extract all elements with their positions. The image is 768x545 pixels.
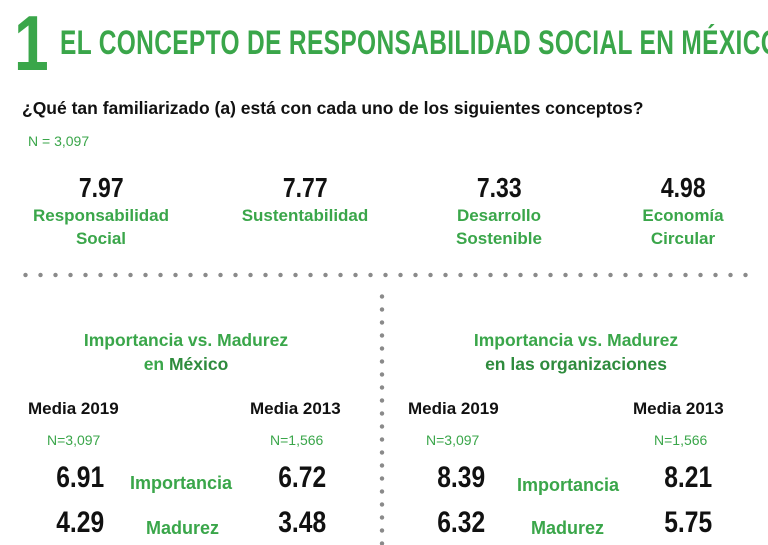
concept-label: Sustentabilidad <box>241 206 369 225</box>
value-cell: 8.21 <box>648 461 728 495</box>
vertical-divider <box>379 290 385 545</box>
value-cell: 8.39 <box>421 461 501 495</box>
concept-sustentabilidad: 7.77 Sustentabilidad <box>210 172 400 227</box>
page-title: EL CONCEPTO DE RESPONSABILIDAD SOCIAL EN… <box>60 24 768 62</box>
value-cell: 6.72 <box>262 461 342 495</box>
col-head-2013: Media 2013 <box>250 399 341 418</box>
panel-title-prefix: en <box>143 354 169 374</box>
value-cell: 6.91 <box>40 461 120 495</box>
sample-size: N = 3,097 <box>28 133 90 149</box>
concept-label: Social <box>75 229 127 248</box>
horizontal-divider <box>18 272 753 278</box>
concept-value: 7.97 <box>78 172 124 203</box>
panel-title-mexico: Importancia vs. Madurez en México <box>26 328 346 376</box>
madurez-2013-value: 5.75 <box>664 506 712 539</box>
col-n-2019: N=3,097 <box>47 432 101 448</box>
panel-title-line2: en las organizaciones <box>416 352 736 376</box>
concept-label: Economía <box>642 206 724 225</box>
panel-title-organizaciones: Importancia vs. Madurez en las organizac… <box>416 328 736 376</box>
madurez-2019-value: 6.32 <box>437 506 485 539</box>
importancia-2013-value: 8.21 <box>664 461 712 494</box>
col-head-2013: Media 2013 <box>633 399 724 418</box>
concept-desarrollo-sostenible: 7.33 Desarrollo Sostenible <box>404 172 594 250</box>
madurez-2019-value: 4.29 <box>56 506 104 539</box>
concept-label: Circular <box>650 229 716 248</box>
col-head-2019: Media 2019 <box>408 399 499 418</box>
concept-economia-circular: 4.98 Economía Circular <box>588 172 768 250</box>
concept-label: Responsabilidad <box>32 206 170 225</box>
panel-title-strong: México <box>168 354 229 374</box>
value-cell: 6.32 <box>421 506 501 540</box>
concept-label: Desarrollo <box>456 206 542 225</box>
section-number: 1 <box>14 0 49 87</box>
panel-title-line2: en México <box>26 352 346 376</box>
col-head-2019: Media 2019 <box>28 399 119 418</box>
value-cell: 5.75 <box>648 506 728 540</box>
importancia-2013-value: 6.72 <box>278 461 326 494</box>
survey-question: ¿Qué tan familiarizado (a) está con cada… <box>22 98 644 118</box>
concept-value: 7.33 <box>476 172 522 203</box>
concept-value: 4.98 <box>660 172 706 203</box>
madurez-2013-value: 3.48 <box>278 506 326 539</box>
importancia-2019-value: 6.91 <box>56 461 104 494</box>
value-cell: 3.48 <box>262 506 342 540</box>
col-n-2019: N=3,097 <box>426 432 480 448</box>
panel-title-strong: en las organizaciones <box>485 354 667 374</box>
col-n-2013: N=1,566 <box>270 432 324 448</box>
concept-responsabilidad-social: 7.97 Responsabilidad Social <box>6 172 196 250</box>
row-label-importancia: Importancia <box>130 473 233 493</box>
value-cell: 4.29 <box>40 506 120 540</box>
concept-value: 7.77 <box>282 172 328 203</box>
row-label-importancia: Importancia <box>517 475 620 495</box>
panel-title-line1: Importancia vs. Madurez <box>83 330 289 350</box>
row-label-madurez: Madurez <box>531 518 605 538</box>
panel-title-line1: Importancia vs. Madurez <box>473 330 679 350</box>
col-n-2013: N=1,566 <box>654 432 708 448</box>
row-label-madurez: Madurez <box>146 518 220 538</box>
importancia-2019-value: 8.39 <box>437 461 485 494</box>
concept-label: Sostenible <box>456 229 542 248</box>
